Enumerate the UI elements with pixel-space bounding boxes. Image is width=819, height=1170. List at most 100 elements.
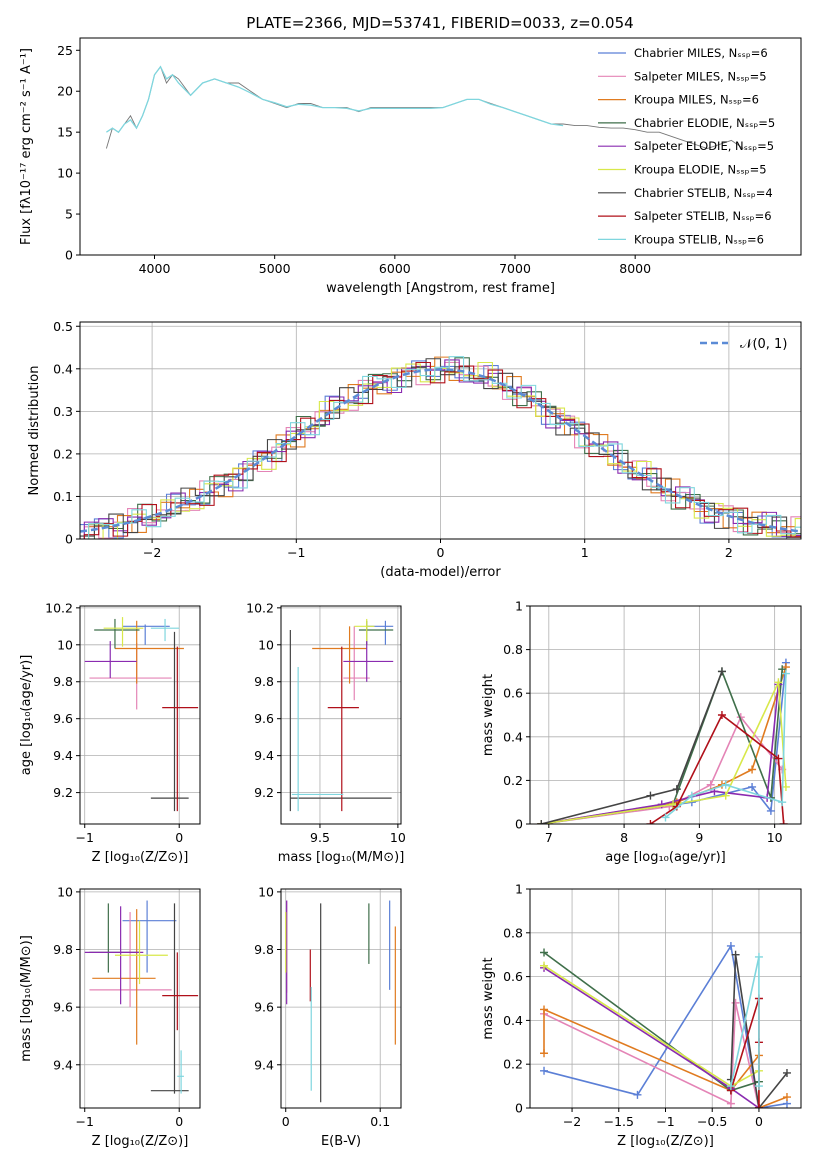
x-tick-label: 0 — [437, 545, 445, 560]
errorbar-kroupa-elodie — [103, 617, 144, 647]
weight-line — [543, 951, 760, 1092]
y-tick-label: 9.2 — [53, 785, 73, 800]
y-tick-label: 0.8 — [503, 642, 523, 657]
weight-marker — [661, 813, 670, 822]
y-axis-label: mass [log₁₀(M/M⊙)] — [19, 935, 34, 1062]
weight-marker — [540, 961, 549, 970]
legend-label: Chabrier MILES, Nₛₛₚ=6 — [634, 46, 768, 60]
y-tick-label: 15 — [57, 125, 73, 140]
errorbar-salpeter-elodie — [84, 641, 137, 679]
errorbar-kroupa-miles — [312, 626, 367, 684]
legend-label: Salpeter STELIB, Nₛₛₚ=6 — [634, 209, 772, 223]
errorbar-kroupa-miles — [92, 909, 156, 1045]
normal-curve — [80, 368, 801, 533]
weight-marker — [781, 669, 790, 678]
errorbar-salpeter-miles — [89, 642, 172, 710]
weight-marker — [731, 998, 740, 1007]
errorbar-kroupa-stelib — [177, 1050, 184, 1094]
errorbar-chabrier-miles — [122, 624, 170, 645]
weight-marker — [778, 798, 787, 807]
weight-marker — [672, 785, 681, 794]
y-tick-label: 9.8 — [53, 942, 73, 957]
weight-marker — [646, 820, 655, 824]
x-axis-label: mass [log₁₀(M/M⊙)] — [278, 850, 405, 865]
legend-label: Chabrier ELODIE, Nₛₛₚ=5 — [634, 116, 775, 130]
errorbar-chabrier-elodie — [358, 620, 394, 645]
panel-residuals: −2 −1 0 1 2 0 0.1 0.2 0.3 0.4 0.5 (data-model)/erro… — [27, 319, 802, 580]
weight-series-kroupa-elodie — [537, 678, 790, 824]
errorbar-chabrier-elodie — [94, 618, 140, 649]
weight-marker — [754, 1104, 763, 1108]
plot-area — [537, 658, 790, 824]
weight-marker — [633, 1090, 642, 1099]
x-tick-label: 0 — [175, 830, 183, 845]
weight-marker — [687, 791, 696, 800]
weight-series-salpeter-stelib — [646, 711, 788, 824]
legend-label: Salpeter MILES, Nₛₛₚ=5 — [634, 69, 767, 83]
y-tick-label: 10.2 — [246, 600, 274, 615]
y-tick-label: 25 — [57, 43, 73, 58]
histogram-salpeter-miles — [83, 361, 801, 539]
weight-marker — [778, 665, 787, 674]
y-tick-label: 0.3 — [53, 404, 73, 419]
weight-line — [543, 1008, 788, 1108]
weight-marker — [782, 1068, 791, 1077]
errorbar-chabrier-stelib — [150, 903, 189, 1094]
y-tick-label: 1 — [515, 882, 523, 897]
weight-marker — [726, 1099, 735, 1108]
x-axis-label: wavelength [Angstrom, rest frame] — [326, 281, 555, 296]
legend-label: Kroupa MILES, Nₛₛₚ=6 — [634, 93, 759, 107]
histogram-salpeter-elodie — [83, 359, 801, 539]
weight-series-chabrier-stelib — [537, 667, 726, 824]
plot-area — [285, 900, 396, 1103]
y-tick-label: 0.6 — [503, 969, 523, 984]
y-tick-label: 0.4 — [53, 361, 73, 376]
y-tick-label: 10 — [57, 166, 73, 181]
weight-marker — [540, 948, 549, 957]
histogram-chabrier-elodie — [80, 357, 801, 539]
x-tick-label: 2 — [725, 545, 733, 560]
x-tick-label: 8 — [620, 830, 628, 845]
weight-marker — [726, 1082, 735, 1091]
y-tick-label: 9.2 — [254, 785, 274, 800]
y-tick-label: 9.8 — [254, 942, 274, 957]
weight-marker — [706, 780, 715, 789]
errorbar-chabrier-stelib — [289, 630, 392, 812]
weight-marker — [748, 782, 757, 791]
y-tick-label: 0.2 — [53, 446, 73, 461]
weight-marker — [754, 1082, 763, 1091]
weight-series-chabrier-miles — [537, 658, 790, 824]
y-tick-label: 9.8 — [53, 674, 73, 689]
x-tick-label: −2 — [143, 545, 161, 560]
y-tick-label: 9.8 — [254, 674, 274, 689]
y-tick-label: 0 — [65, 248, 73, 263]
weight-marker — [774, 678, 783, 687]
y-tick-label: 10 — [258, 637, 274, 652]
weight-marker — [540, 1066, 549, 1075]
errorbar-salpeter-miles — [343, 626, 370, 701]
x-tick-label: 10 — [390, 830, 406, 845]
weight-marker — [774, 754, 783, 763]
weight-marker — [754, 952, 763, 961]
x-axis-label: Z [log₁₀(Z/Z⊙)] — [92, 1134, 189, 1149]
x-tick-label: 1 — [581, 545, 589, 560]
errorbar-salpeter-miles — [89, 912, 172, 1008]
plot-area — [84, 900, 199, 1094]
weight-line — [541, 679, 787, 824]
axes-frame — [280, 605, 402, 825]
weight-series-kroupa-stelib — [726, 952, 763, 1091]
weight-line — [543, 1002, 760, 1108]
panel-age-vs-Z: −1 0 9.2 9.4 9.6 9.8 10 10.2 Z [log₁₀(Z/Z⊙)] age … — [19, 600, 201, 865]
y-tick-label: 0.8 — [503, 925, 523, 940]
x-tick-label: 6000 — [379, 261, 411, 276]
x-axis-label: Z [log₁₀(Z/Z⊙)] — [92, 850, 189, 865]
weight-line — [541, 671, 723, 824]
panel-mass-vs-Z: −1 0 9.4 9.6 9.8 10 Z [log₁₀(Z/Z⊙)] mass [log₁₀… — [19, 884, 201, 1149]
y-tick-label: 9.4 — [53, 1057, 73, 1072]
plot-area — [105, 65, 744, 149]
plot-area — [80, 356, 801, 539]
y-tick-label: 0.1 — [53, 489, 73, 504]
legend-label: Kroupa ELODIE, Nₛₛₚ=5 — [634, 163, 767, 177]
x-axis-label: age [log₁₀(age/yr)] — [605, 850, 726, 865]
x-tick-label: 8000 — [619, 261, 651, 276]
